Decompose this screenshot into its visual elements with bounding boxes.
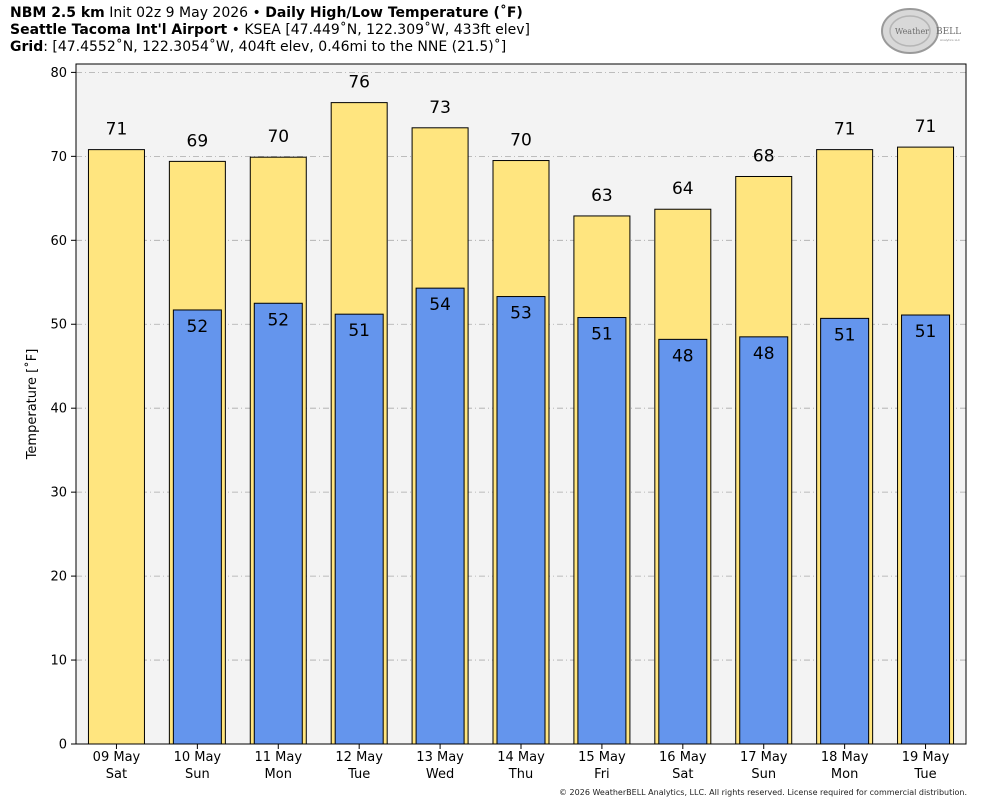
high-temp-label: 76 xyxy=(348,73,370,93)
high-temp-bar xyxy=(87,149,145,745)
logo-graphic: Weather BELL Analytics LLC xyxy=(881,8,961,54)
high-temp-label: 64 xyxy=(672,179,694,199)
x-tick-label-date: 10 May xyxy=(174,750,222,765)
high-temp-label: 71 xyxy=(915,117,937,137)
bars: 71 69 52 70 52 76 51 73 54 70 53 63 51 64 48 68 48 71 51 71… xyxy=(87,73,955,745)
high-temp-label: 69 xyxy=(187,131,209,151)
y-tick-label: 50 xyxy=(50,318,67,333)
high-temp-label: 71 xyxy=(106,120,128,140)
low-temp-bar xyxy=(172,309,222,745)
low-temp-bar xyxy=(496,296,546,745)
x-tick-label-day: Sun xyxy=(751,767,776,782)
model-name: NBM 2.5 km xyxy=(10,5,105,21)
x-tick-label-date: 14 May xyxy=(497,750,545,765)
init-time: Init 02z 9 May 2026 xyxy=(109,5,249,21)
high-temp-label: 68 xyxy=(753,146,775,166)
chart-title: Daily High/Low Temperature (˚F) xyxy=(265,5,523,21)
x-tick-label-day: Thu xyxy=(508,767,533,782)
separator: • xyxy=(231,22,240,38)
logo-subtext: Analytics LLC xyxy=(940,38,960,42)
low-temp-bar xyxy=(739,336,789,745)
x-tick-label-date: 13 May xyxy=(416,750,464,765)
high-temp-label: 73 xyxy=(429,98,451,118)
x-tick-label-date: 16 May xyxy=(659,750,707,765)
y-tick-label: 80 xyxy=(50,66,67,81)
y-tick-label: 70 xyxy=(50,150,67,165)
weatherbell-logo: Weather BELL Analytics LLC xyxy=(880,7,966,55)
x-tick-label-day: Tue xyxy=(347,767,370,782)
low-temp-label: 52 xyxy=(187,317,209,337)
x-tick-label-day: Tue xyxy=(913,767,936,782)
grid-details: : [47.4552˚N, 122.3054˚W, 404ft elev, 0.… xyxy=(43,39,507,55)
grid-label: Grid xyxy=(10,39,44,55)
high-temp-label: 70 xyxy=(267,127,289,147)
logo-text-right: BELL xyxy=(936,27,961,37)
low-temp-label: 51 xyxy=(915,322,937,342)
y-tick-label: 40 xyxy=(50,402,67,417)
high-temp-label: 70 xyxy=(510,131,532,151)
low-temp-bar xyxy=(901,314,951,745)
low-temp-label: 52 xyxy=(267,310,289,330)
low-temp-label: 48 xyxy=(753,344,775,364)
low-temp-bar xyxy=(658,338,708,745)
low-temp-label: 48 xyxy=(672,346,694,366)
low-temp-label: 53 xyxy=(510,304,532,324)
low-temp-bar xyxy=(253,302,303,745)
high-temp-label: 71 xyxy=(834,120,856,140)
y-tick-label: 20 xyxy=(50,570,67,585)
x-tick-label-day: Sat xyxy=(106,767,127,782)
low-temp-label: 51 xyxy=(834,325,856,345)
x-tick-label-day: Sun xyxy=(185,767,210,782)
station-details: KSEA [47.449˚N, 122.309˚W, 433ft elev] xyxy=(244,22,530,38)
chart-header: NBM 2.5 km Init 02z 9 May 2026 • Daily H… xyxy=(10,5,530,56)
separator: • xyxy=(252,5,261,21)
y-tick-label: 30 xyxy=(50,486,67,501)
x-tick-label-day: Fri xyxy=(594,767,610,782)
copyright-notice: © 2026 WeatherBELL Analytics, LLC. All r… xyxy=(559,788,967,797)
x-tick-label-date: 17 May xyxy=(740,750,788,765)
low-temp-bar xyxy=(577,317,627,745)
x-tick-label-date: 19 May xyxy=(902,750,950,765)
low-temp-bar xyxy=(415,287,465,745)
low-temp-bar xyxy=(334,313,384,745)
x-tick-label-date: 12 May xyxy=(335,750,383,765)
header-line-3: Grid: [47.4552˚N, 122.3054˚W, 404ft elev… xyxy=(10,39,530,56)
low-temp-bar xyxy=(820,317,870,745)
header-line-1: NBM 2.5 km Init 02z 9 May 2026 • Daily H… xyxy=(10,5,530,22)
logo-text-left: Weather xyxy=(895,27,929,36)
low-temp-label: 51 xyxy=(591,325,613,345)
x-tick-label-date: 18 May xyxy=(821,750,869,765)
station-name: Seattle Tacoma Int'l Airport xyxy=(10,22,228,38)
x-tick-label-day: Wed xyxy=(426,767,454,782)
high-temp-label: 63 xyxy=(591,186,613,206)
x-tick-label-day: Mon xyxy=(831,767,858,782)
axis-ticks: 0 10 20 30 40 50 60 70 80 09 May Sat 10 May Sun 11 Ma… xyxy=(50,66,949,782)
x-tick-label-date: 11 May xyxy=(254,750,302,765)
x-tick-label-day: Sat xyxy=(672,767,693,782)
header-line-2: Seattle Tacoma Int'l Airport • KSEA [47.… xyxy=(10,22,530,39)
x-tick-label-date: 15 May xyxy=(578,750,626,765)
low-temp-label: 51 xyxy=(348,321,370,341)
y-tick-label: 0 xyxy=(59,738,67,753)
y-tick-label: 60 xyxy=(50,234,67,249)
x-tick-label-date: 09 May xyxy=(93,750,141,765)
y-axis-label: Temperature [˚F] xyxy=(24,349,40,461)
x-tick-label-day: Mon xyxy=(265,767,292,782)
low-temp-label: 54 xyxy=(429,295,451,315)
y-tick-label: 10 xyxy=(50,654,67,669)
